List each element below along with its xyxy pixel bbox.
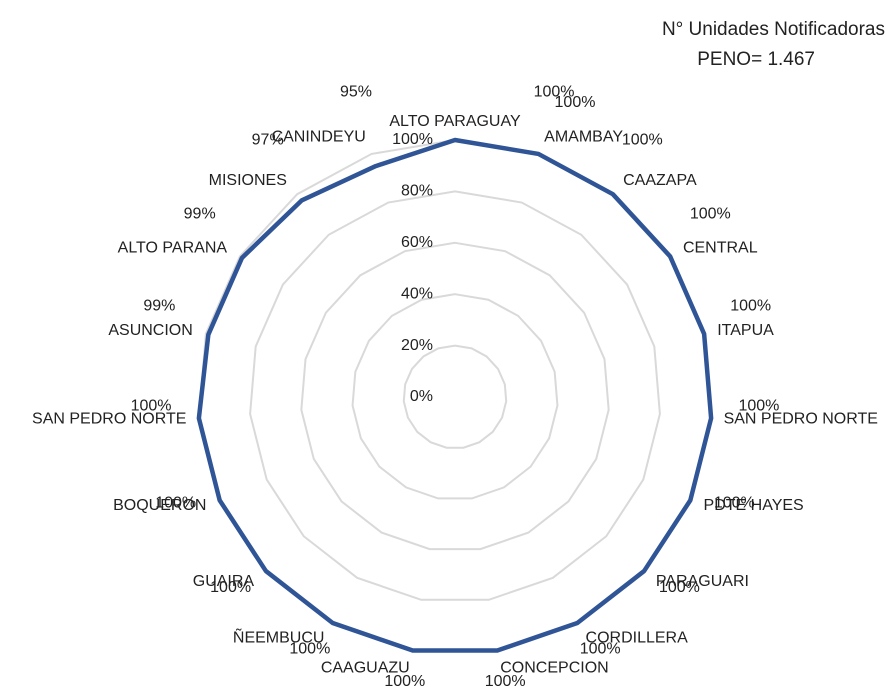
value-label: 100% xyxy=(738,397,779,414)
value-label: 100% xyxy=(555,94,596,111)
category-label: CENTRAL xyxy=(683,239,758,256)
value-label: 100% xyxy=(714,495,755,512)
category-label: CAAGUAZU xyxy=(321,659,410,676)
y-tick-label: 60% xyxy=(401,234,433,251)
value-label: 100% xyxy=(730,297,771,314)
category-label: ALTO PARANA xyxy=(118,239,228,256)
y-tick-label: 0% xyxy=(410,388,433,405)
grid-line xyxy=(351,293,559,500)
category-label: CONCEPCION xyxy=(500,659,608,676)
category-label: SAN PEDRO NORTE xyxy=(32,410,186,427)
value-label: 99% xyxy=(184,205,216,222)
value-label: 100% xyxy=(155,495,196,512)
value-label: 97% xyxy=(252,132,284,149)
value-label: 100% xyxy=(131,397,172,414)
value-label: 100% xyxy=(289,640,330,657)
value-label: 100% xyxy=(534,84,575,101)
category-label: ALTO PARAGUAY xyxy=(389,113,521,130)
value-label: 100% xyxy=(485,673,526,690)
category-label: CANINDEYU xyxy=(272,128,366,145)
category-label: GUAIRA xyxy=(193,573,255,590)
y-tick-label: 80% xyxy=(401,183,433,200)
series-line xyxy=(196,137,714,653)
chart-title: N° Unidades Notificadoras xyxy=(662,19,885,40)
value-label: 100% xyxy=(210,579,251,596)
category-label: MISIONES xyxy=(209,172,287,189)
value-label: 99% xyxy=(143,297,175,314)
value-label: 100% xyxy=(580,640,621,657)
y-tick-label: 40% xyxy=(401,285,433,302)
chart-subtitle: PENO= 1.467 xyxy=(697,49,815,70)
value-label: 100% xyxy=(690,205,731,222)
category-label: SAN PEDRO NORTE xyxy=(724,410,878,427)
category-label: BOQUERON xyxy=(113,497,206,514)
grid-line xyxy=(402,344,508,449)
value-label: 100% xyxy=(622,132,663,149)
category-label: ÑEEMBUCU xyxy=(233,626,325,646)
value-label: 100% xyxy=(384,673,425,690)
y-tick-label: 100% xyxy=(392,131,433,148)
grid-line xyxy=(300,241,610,551)
category-label: AMAMBAY xyxy=(544,128,623,145)
value-label: 95% xyxy=(340,84,372,101)
value-label: 100% xyxy=(659,579,700,596)
category-label: PARAGUARI xyxy=(656,573,749,590)
category-label: CAAZAPA xyxy=(623,172,697,189)
category-label: ASUNCION xyxy=(108,322,192,339)
category-label: CORDILLERA xyxy=(586,629,689,646)
grid-line xyxy=(249,190,661,601)
category-label: PDTE HAYES xyxy=(704,497,804,514)
y-tick-label: 20% xyxy=(401,337,433,354)
category-label: ITAPUA xyxy=(717,322,774,339)
